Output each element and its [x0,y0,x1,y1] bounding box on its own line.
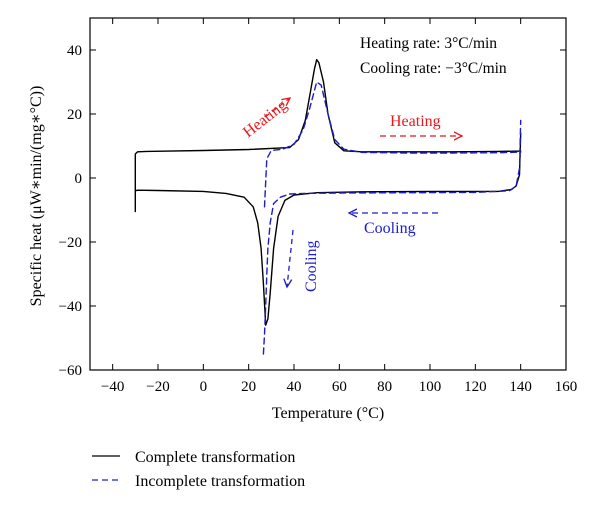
legend: Complete transformation Incomplete trans… [92,449,305,490]
x-tick-label: 100 [419,379,442,395]
series-line-incomplete-transformation-1 [262,119,522,355]
annotation-heating-rising: Heating [240,97,290,141]
y-tick-label: −20 [59,235,82,251]
x-axis-ticks: −40 −20 0 20 40 60 80 100 120 140 160 [101,18,577,395]
y-tick-label: −40 [59,299,82,315]
series-line-complete-transformation-1 [134,132,522,326]
annotation-heating-plateau-label: Heating [390,113,441,130]
plot-frame [89,17,567,371]
x-axis-label: Temperature (°C) [272,405,384,422]
y-tick-label: −60 [59,363,82,379]
x-tick-label: −40 [101,379,124,395]
legend-label-complete: Complete transformation [135,449,295,466]
x-tick-label: 160 [555,379,578,395]
y-axis-ticks: −60 −40 −20 0 20 40 [59,43,566,379]
series-line-complete-transformation-0 [134,58,522,213]
x-tick-label: 0 [200,379,208,395]
heating-rate-info: Heating rate: 3°C/min [360,35,497,52]
annotation-cooling-descent-label: Cooling [303,240,320,292]
annotation-cooling-plateau: Cooling [349,213,438,237]
y-tick-label: 20 [67,107,82,123]
x-tick-label: 20 [241,379,256,395]
y-tick-label: 0 [75,171,83,187]
x-tick-label: 80 [377,379,392,395]
x-tick-label: 40 [287,379,302,395]
cooling-rate-info: Cooling rate: −3°C/min [360,60,507,77]
series-line-incomplete-transformation-0 [263,81,522,208]
legend-label-incomplete: Incomplete transformation [135,473,305,490]
annotation-cooling-descent-arrow [287,229,294,287]
y-axis-label: Specific heat (μW∗min/(mg∗°C)) [28,86,45,307]
x-tick-label: −20 [146,379,169,395]
data-series [134,58,522,355]
x-tick-label: 140 [509,379,532,395]
x-tick-label: 60 [332,379,347,395]
annotation-cooling-plateau-label: Cooling [364,220,416,237]
y-tick-label: 40 [67,43,82,59]
x-tick-label: 120 [464,379,487,395]
annotation-cooling-descent: Cooling [287,229,320,292]
annotation-heating-plateau: Heating [380,113,462,136]
